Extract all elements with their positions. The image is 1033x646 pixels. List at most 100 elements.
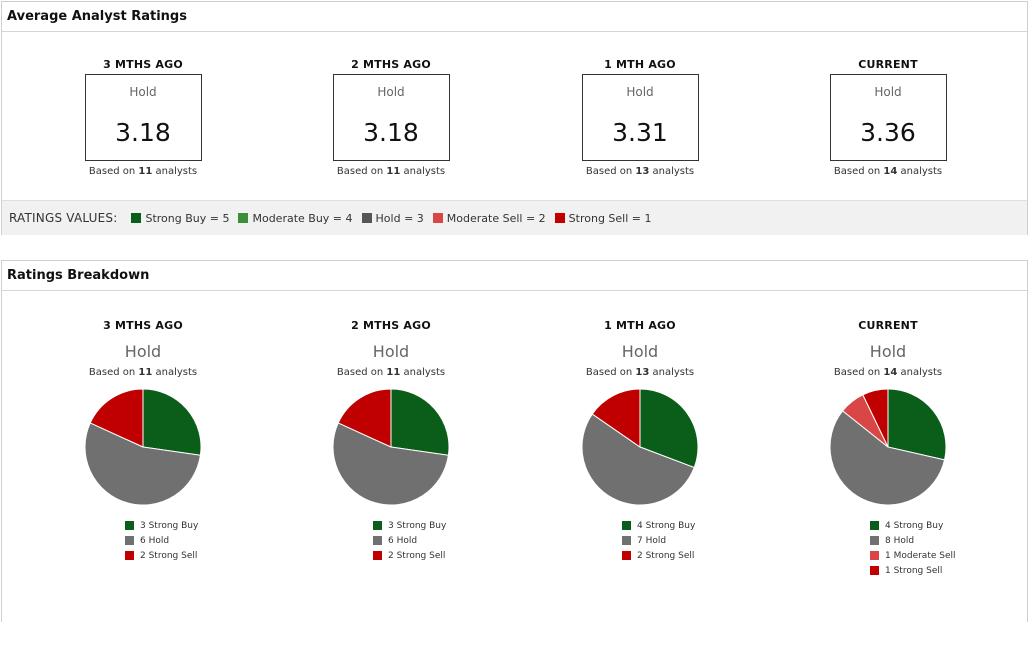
analyst-count: 11 xyxy=(138,367,153,378)
period-label: 1 MTH AGO xyxy=(604,58,676,71)
period-label: 3 MTHS AGO xyxy=(103,319,183,332)
based-on-text: Based on 14 analysts xyxy=(833,367,943,378)
legend-swatch xyxy=(870,566,879,575)
legend-swatch xyxy=(622,551,631,560)
pie-legend-label: 2 Strong Sell xyxy=(388,550,446,561)
pie-chart xyxy=(84,388,202,506)
analyst-count: 14 xyxy=(883,367,898,378)
legend-swatch xyxy=(870,521,879,530)
legend-swatch xyxy=(432,213,443,223)
pie-legend: 4 Strong Buy 7 Hold 2 Strong Sell xyxy=(622,518,765,563)
pie-legend-item: 3 Strong Buy xyxy=(125,518,268,533)
legend-swatch xyxy=(125,536,134,545)
rating-value: 3.36 xyxy=(860,118,916,147)
pie-legend: 3 Strong Buy 6 Hold 2 Strong Sell xyxy=(373,518,516,563)
analyst-count: 11 xyxy=(386,166,401,177)
breakdown-period-1m: 1 MTH AGO Hold Based on 13 analysts 4 St… xyxy=(515,319,765,563)
rating-box: Hold 3.18 xyxy=(332,74,450,161)
pie-slice-2-strong-sell xyxy=(89,388,144,448)
rating-text: Hold xyxy=(124,342,162,361)
ratings-values-title: RATINGS VALUES: xyxy=(9,211,118,225)
rating-value: 3.18 xyxy=(363,118,419,147)
legend-swatch xyxy=(373,521,382,530)
pie-legend-item: 2 Strong Sell xyxy=(622,548,765,563)
period-label: CURRENT xyxy=(858,319,918,332)
avg-period-1m: 1 MTH AGO Hold 3.31 Based on 13 analysts xyxy=(515,58,765,177)
legend-swatch xyxy=(622,536,631,545)
legend-swatch xyxy=(622,521,631,530)
pie-legend-label: 6 Hold xyxy=(140,535,170,546)
ratings-breakdown-panel: Ratings Breakdown 3 MTHS AGO Hold Based … xyxy=(1,260,1028,622)
based-on-text: Based on 11 analysts xyxy=(336,166,446,177)
period-label: 2 MTHS AGO xyxy=(351,319,431,332)
pie-legend-label: 1 Moderate Sell xyxy=(885,550,956,561)
rating-text: Hold xyxy=(626,85,654,99)
pie-slice-2-strong-sell xyxy=(591,388,641,448)
avg-period-current: CURRENT Hold 3.36 Based on 14 analysts xyxy=(763,58,1013,177)
pie-legend-item: 8 Hold xyxy=(870,533,1013,548)
pie-legend-label: 7 Hold xyxy=(637,535,667,546)
pie-slice-7-hold xyxy=(581,413,695,506)
pie-legend-label: 1 Strong Sell xyxy=(885,565,943,576)
based-on-text: Based on 11 analysts xyxy=(88,166,198,177)
pie-legend-label: 8 Hold xyxy=(885,535,915,546)
based-on-text: Based on 11 analysts xyxy=(88,367,198,378)
pie-slice-4-strong-buy xyxy=(887,388,947,461)
breakdown-period-2m: 2 MTHS AGO Hold Based on 11 analysts 3 S… xyxy=(266,319,516,563)
rating-box: Hold 3.36 xyxy=(829,74,947,161)
rating-value: 3.31 xyxy=(612,118,668,147)
analyst-count: 13 xyxy=(635,367,650,378)
legend-swatch xyxy=(131,213,142,223)
pie-slice-1-strong-sell xyxy=(862,388,889,448)
based-on-text: Based on 13 analysts xyxy=(585,166,695,177)
legend-swatch xyxy=(125,551,134,560)
rating-text: Hold xyxy=(372,342,410,361)
pie-legend: 4 Strong Buy 8 Hold 1 Moderate Sell 1 Stron… xyxy=(870,518,1013,578)
avg-period-3m: 3 MTHS AGO Hold 3.18 Based on 11 analyst… xyxy=(18,58,268,177)
pie-legend-item: 4 Strong Buy xyxy=(622,518,765,533)
pie-slice-6-hold xyxy=(84,422,201,506)
pie-legend-label: 6 Hold xyxy=(388,535,418,546)
pie-slice-4-strong-buy xyxy=(639,388,699,469)
pie-legend-item: 6 Hold xyxy=(125,533,268,548)
legend-swatch xyxy=(373,536,382,545)
legend-swatch xyxy=(125,521,134,530)
pie-legend-item: 2 Strong Sell xyxy=(373,548,516,563)
pie-legend: 3 Strong Buy 6 Hold 2 Strong Sell xyxy=(125,518,268,563)
pie-legend-item: 3 Strong Buy xyxy=(373,518,516,533)
pie-chart xyxy=(581,388,699,506)
rating-text: Hold xyxy=(621,342,659,361)
breakdown-period-3m: 3 MTHS AGO Hold Based on 11 analysts 3 S… xyxy=(18,319,268,563)
legend-item-moderate-sell: Moderate Sell = 2 xyxy=(432,212,546,225)
breakdown-period-current: CURRENT Hold Based on 14 analysts 4 Stro… xyxy=(763,319,1013,578)
pie-legend-label: 4 Strong Buy xyxy=(637,520,696,531)
pie-slice-3-strong-buy xyxy=(390,388,450,456)
period-label: 3 MTHS AGO xyxy=(103,58,183,71)
ratings-values-legend: RATINGS VALUES: Strong Buy = 5 Moderate … xyxy=(2,200,1027,235)
average-ratings-panel: Average Analyst Ratings 3 MTHS AGO Hold … xyxy=(1,1,1028,235)
legend-item-hold: Hold = 3 xyxy=(361,212,424,225)
pie-legend-label: 3 Strong Buy xyxy=(140,520,199,531)
pie-chart xyxy=(332,388,450,506)
pie-legend-label: 4 Strong Buy xyxy=(885,520,944,531)
pie-slice-3-strong-buy xyxy=(142,388,202,456)
analyst-count: 11 xyxy=(138,166,153,177)
rating-text: Hold xyxy=(129,85,157,99)
pie-legend-label: 2 Strong Sell xyxy=(140,550,198,561)
legend-item-strong-sell: Strong Sell = 1 xyxy=(554,212,652,225)
pie-legend-label: 3 Strong Buy xyxy=(388,520,447,531)
legend-swatch xyxy=(238,213,249,223)
rating-text: Hold xyxy=(874,85,902,99)
analyst-count: 14 xyxy=(883,166,898,177)
ratings-breakdown-title: Ratings Breakdown xyxy=(2,261,1027,291)
period-label: 1 MTH AGO xyxy=(604,319,676,332)
rating-box: Hold 3.18 xyxy=(84,74,202,161)
pie-legend-item: 1 Strong Sell xyxy=(870,563,1013,578)
legend-item-strong-buy: Strong Buy = 5 xyxy=(131,212,229,225)
pie-slice-8-hold xyxy=(829,410,946,506)
pie-legend-item: 6 Hold xyxy=(373,533,516,548)
rating-value: 3.18 xyxy=(115,118,171,147)
period-label: CURRENT xyxy=(858,58,918,71)
pie-chart xyxy=(829,388,947,506)
based-on-text: Based on 13 analysts xyxy=(585,367,695,378)
